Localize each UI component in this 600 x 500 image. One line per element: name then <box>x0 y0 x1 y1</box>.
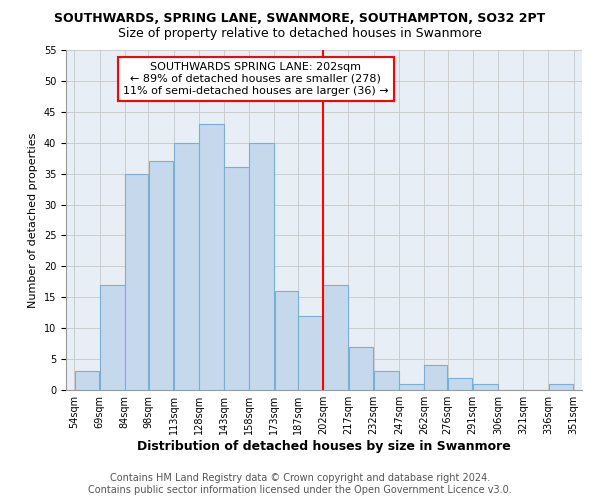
Bar <box>298 316 323 390</box>
Text: SOUTHWARDS SPRING LANE: 202sqm
← 89% of detached houses are smaller (278)
11% of: SOUTHWARDS SPRING LANE: 202sqm ← 89% of … <box>123 62 389 96</box>
Bar <box>548 384 574 390</box>
Bar <box>125 174 148 390</box>
Bar <box>349 346 373 390</box>
Bar <box>473 384 498 390</box>
Bar <box>174 142 199 390</box>
Text: Size of property relative to detached houses in Swanmore: Size of property relative to detached ho… <box>118 28 482 40</box>
Bar <box>100 285 125 390</box>
Bar <box>275 291 298 390</box>
Text: SOUTHWARDS, SPRING LANE, SWANMORE, SOUTHAMPTON, SO32 2PT: SOUTHWARDS, SPRING LANE, SWANMORE, SOUTH… <box>55 12 545 26</box>
Bar <box>74 372 100 390</box>
X-axis label: Distribution of detached houses by size in Swanmore: Distribution of detached houses by size … <box>137 440 511 453</box>
Bar <box>224 168 249 390</box>
Bar <box>424 366 447 390</box>
Bar <box>250 142 274 390</box>
Bar <box>323 285 348 390</box>
Bar <box>399 384 424 390</box>
Text: Contains HM Land Registry data © Crown copyright and database right 2024.
Contai: Contains HM Land Registry data © Crown c… <box>88 474 512 495</box>
Bar <box>199 124 224 390</box>
Bar <box>374 372 398 390</box>
Bar <box>149 162 173 390</box>
Y-axis label: Number of detached properties: Number of detached properties <box>28 132 38 308</box>
Bar <box>448 378 472 390</box>
